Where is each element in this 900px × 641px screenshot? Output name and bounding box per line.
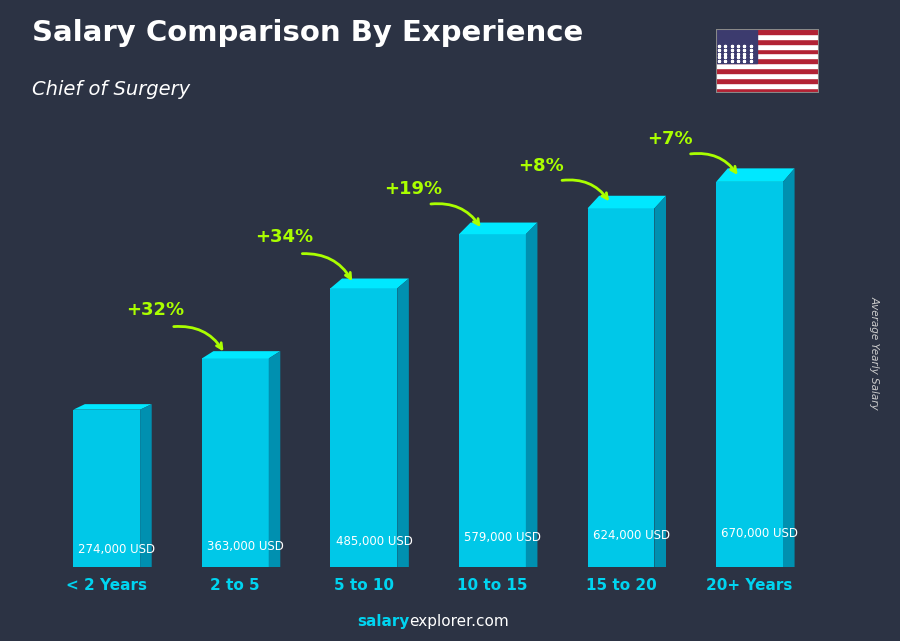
Polygon shape bbox=[73, 410, 140, 567]
Bar bbox=[716, 29, 819, 34]
Polygon shape bbox=[526, 222, 537, 567]
Text: 624,000 USD: 624,000 USD bbox=[593, 529, 670, 542]
Text: Salary Comparison By Experience: Salary Comparison By Experience bbox=[32, 19, 583, 47]
Text: +19%: +19% bbox=[383, 180, 442, 198]
Text: 579,000 USD: 579,000 USD bbox=[464, 531, 541, 544]
Bar bbox=[716, 88, 819, 93]
Text: 363,000 USD: 363,000 USD bbox=[207, 540, 284, 553]
Bar bbox=[716, 73, 819, 78]
Text: +34%: +34% bbox=[255, 228, 313, 246]
Bar bbox=[716, 38, 819, 44]
Text: Average Yearly Salary: Average Yearly Salary bbox=[869, 296, 880, 410]
Bar bbox=[716, 44, 819, 49]
Polygon shape bbox=[716, 169, 795, 182]
Polygon shape bbox=[73, 404, 152, 410]
Bar bbox=[716, 29, 757, 63]
Bar bbox=[716, 49, 819, 53]
Polygon shape bbox=[588, 196, 666, 208]
Polygon shape bbox=[330, 279, 409, 288]
Bar bbox=[716, 63, 819, 69]
Bar bbox=[716, 78, 819, 83]
Text: 670,000 USD: 670,000 USD bbox=[721, 528, 798, 540]
Polygon shape bbox=[783, 169, 795, 567]
Text: Chief of Surgery: Chief of Surgery bbox=[32, 80, 190, 99]
Text: explorer.com: explorer.com bbox=[410, 615, 509, 629]
Text: 485,000 USD: 485,000 USD bbox=[336, 535, 412, 548]
Polygon shape bbox=[202, 358, 269, 567]
Bar bbox=[716, 34, 819, 38]
Polygon shape bbox=[269, 351, 280, 567]
Polygon shape bbox=[330, 288, 397, 567]
Text: 274,000 USD: 274,000 USD bbox=[78, 544, 156, 556]
Polygon shape bbox=[716, 182, 783, 567]
Polygon shape bbox=[459, 222, 537, 234]
Polygon shape bbox=[459, 234, 526, 567]
Bar bbox=[716, 58, 819, 63]
Text: +32%: +32% bbox=[127, 301, 184, 319]
Polygon shape bbox=[140, 404, 152, 567]
Bar bbox=[716, 69, 819, 73]
Bar bbox=[716, 53, 819, 58]
Polygon shape bbox=[588, 208, 654, 567]
Polygon shape bbox=[202, 351, 280, 358]
Text: salary: salary bbox=[357, 615, 410, 629]
Polygon shape bbox=[654, 196, 666, 567]
Text: +8%: +8% bbox=[518, 157, 564, 175]
Text: +7%: +7% bbox=[647, 131, 693, 149]
Polygon shape bbox=[397, 279, 409, 567]
Bar bbox=[716, 83, 819, 88]
